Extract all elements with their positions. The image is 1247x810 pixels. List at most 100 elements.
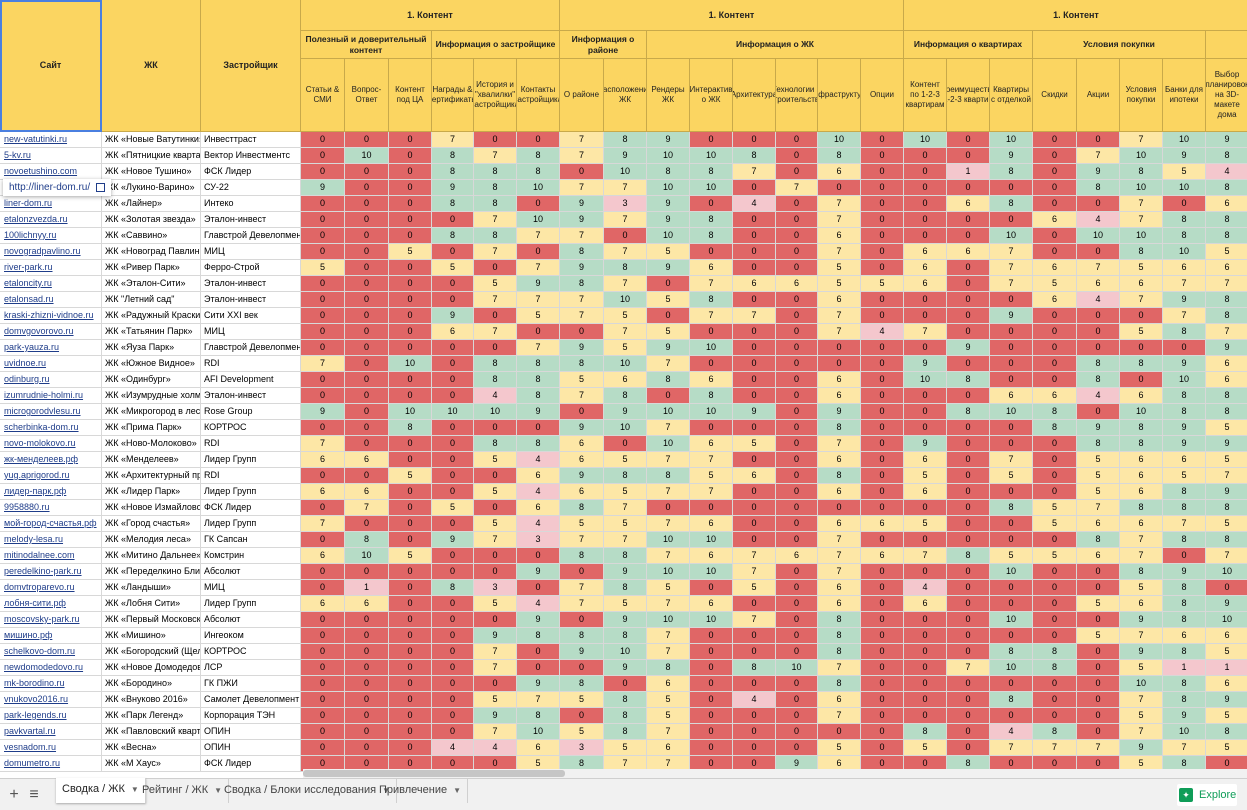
zhk-name[interactable]: ЖК «Первый Московский» (102, 612, 201, 628)
score-cell[interactable]: 0 (733, 532, 776, 548)
score-cell[interactable]: 0 (1077, 724, 1120, 740)
score-cell[interactable]: 10 (647, 180, 690, 196)
score-cell[interactable]: 7 (733, 564, 776, 580)
score-cell[interactable]: 0 (861, 500, 904, 516)
score-cell[interactable]: 0 (861, 260, 904, 276)
score-cell[interactable]: 8 (560, 244, 604, 260)
score-cell[interactable]: 9 (1206, 692, 1247, 708)
score-cell[interactable]: 10 (690, 532, 733, 548)
score-cell[interactable]: 0 (733, 212, 776, 228)
score-cell[interactable]: 0 (776, 724, 818, 740)
score-cell[interactable]: 1 (1206, 660, 1247, 676)
score-cell[interactable]: 8 (990, 692, 1033, 708)
score-cell[interactable]: 0 (776, 420, 818, 436)
site-link[interactable]: novoetushino.com (0, 164, 102, 180)
score-cell[interactable]: 0 (1033, 340, 1077, 356)
score-cell[interactable]: 7 (560, 388, 604, 404)
score-cell[interactable]: 5 (1120, 580, 1163, 596)
score-cell[interactable]: 6 (1120, 516, 1163, 532)
zhk-name[interactable]: ЖК «Эталон-Сити» (102, 276, 201, 292)
score-cell[interactable]: 8 (474, 196, 517, 212)
score-cell[interactable]: 0 (818, 724, 861, 740)
score-cell[interactable]: 6 (990, 388, 1033, 404)
score-cell[interactable]: 0 (345, 708, 389, 724)
zhk-name[interactable]: ЖК "Летний сад" (102, 292, 201, 308)
score-cell[interactable]: 0 (1033, 244, 1077, 260)
score-cell[interactable]: 7 (647, 548, 690, 564)
developer-name[interactable]: ГК Сапсан (201, 532, 301, 548)
score-cell[interactable]: 6 (517, 468, 560, 484)
score-cell[interactable]: 0 (647, 308, 690, 324)
score-cell[interactable]: 0 (432, 468, 474, 484)
score-cell[interactable]: 8 (560, 548, 604, 564)
score-cell[interactable]: 6 (733, 276, 776, 292)
score-cell[interactable]: 8 (1163, 692, 1206, 708)
score-cell[interactable]: 10 (1206, 564, 1247, 580)
column-header-site[interactable]: Сайт (0, 0, 102, 132)
chevron-down-icon[interactable]: ▼ (382, 786, 390, 795)
score-cell[interactable]: 8 (474, 356, 517, 372)
score-cell[interactable]: 10 (517, 212, 560, 228)
developer-name[interactable]: Эталон-инвест (201, 292, 301, 308)
site-link[interactable]: microgorodvlesu.ru (0, 404, 102, 420)
score-cell[interactable]: 7 (990, 244, 1033, 260)
score-cell[interactable]: 8 (432, 164, 474, 180)
score-cell[interactable]: 0 (947, 468, 990, 484)
score-cell[interactable]: 6 (301, 548, 345, 564)
score-cell[interactable]: 0 (947, 564, 990, 580)
metric-column-header[interactable]: Преимущества 1-2-3 квартир (947, 59, 990, 132)
developer-name[interactable]: СУ-22 (201, 180, 301, 196)
score-cell[interactable]: 9 (1077, 420, 1120, 436)
score-cell[interactable]: 6 (1120, 596, 1163, 612)
score-cell[interactable]: 4 (517, 596, 560, 612)
score-cell[interactable]: 0 (861, 164, 904, 180)
score-cell[interactable]: 0 (904, 212, 947, 228)
score-cell[interactable]: 0 (301, 692, 345, 708)
score-cell[interactable]: 0 (1163, 340, 1206, 356)
score-cell[interactable]: 0 (345, 276, 389, 292)
score-cell[interactable]: 8 (1163, 612, 1206, 628)
score-cell[interactable]: 0 (776, 228, 818, 244)
score-cell[interactable]: 6 (1163, 628, 1206, 644)
score-cell[interactable]: 0 (776, 388, 818, 404)
score-cell[interactable]: 8 (1120, 420, 1163, 436)
score-cell[interactable]: 6 (776, 548, 818, 564)
metric-column-header[interactable]: Интерактив о ЖК (690, 59, 733, 132)
score-cell[interactable]: 6 (1033, 260, 1077, 276)
score-cell[interactable]: 0 (776, 740, 818, 756)
site-link[interactable]: scherbinka-dom.ru (0, 420, 102, 436)
score-cell[interactable]: 8 (690, 228, 733, 244)
score-cell[interactable]: 7 (1120, 628, 1163, 644)
score-cell[interactable]: 0 (301, 660, 345, 676)
score-cell[interactable]: 9 (1163, 148, 1206, 164)
score-cell[interactable]: 0 (432, 708, 474, 724)
score-cell[interactable]: 10 (904, 372, 947, 388)
score-cell[interactable]: 4 (1206, 164, 1247, 180)
score-cell[interactable]: 0 (1033, 196, 1077, 212)
score-cell[interactable]: 0 (1033, 324, 1077, 340)
score-cell[interactable]: 0 (947, 260, 990, 276)
score-cell[interactable]: 0 (517, 244, 560, 260)
score-cell[interactable]: 0 (861, 340, 904, 356)
score-cell[interactable]: 0 (733, 132, 776, 148)
score-cell[interactable]: 7 (1077, 148, 1120, 164)
score-cell[interactable]: 0 (301, 148, 345, 164)
score-cell[interactable]: 7 (990, 740, 1033, 756)
score-cell[interactable]: 0 (904, 164, 947, 180)
score-cell[interactable]: 7 (1163, 740, 1206, 756)
score-cell[interactable]: 0 (432, 356, 474, 372)
score-cell[interactable]: 0 (947, 452, 990, 468)
zhk-name[interactable]: ЖК «Ново-Молоково» (102, 436, 201, 452)
score-cell[interactable]: 0 (861, 628, 904, 644)
score-cell[interactable]: 0 (1033, 628, 1077, 644)
score-cell[interactable]: 10 (990, 132, 1033, 148)
score-cell[interactable]: 7 (647, 484, 690, 500)
score-cell[interactable]: 5 (647, 244, 690, 260)
score-cell[interactable]: 5 (604, 484, 647, 500)
score-cell[interactable]: 0 (389, 596, 432, 612)
score-cell[interactable]: 4 (990, 724, 1033, 740)
score-cell[interactable]: 5 (1077, 468, 1120, 484)
score-cell[interactable]: 0 (776, 308, 818, 324)
score-cell[interactable]: 0 (690, 724, 733, 740)
score-cell[interactable]: 0 (389, 212, 432, 228)
